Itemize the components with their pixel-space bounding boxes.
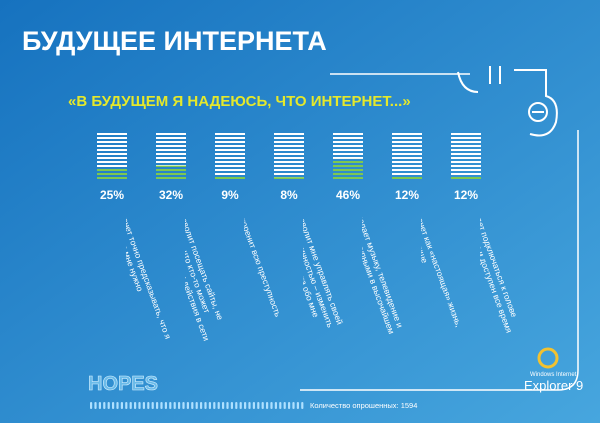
person-icon bbox=[94, 402, 97, 409]
logo-top: Windows Internet bbox=[530, 372, 577, 378]
person-icon bbox=[239, 402, 242, 409]
person-icon bbox=[279, 402, 282, 409]
person-icon bbox=[138, 402, 141, 409]
person-icon bbox=[261, 402, 264, 409]
person-icon bbox=[178, 402, 181, 409]
category-label: Станет точно предсказывать, что я хочу и… bbox=[126, 207, 174, 341]
value-label: 32% bbox=[159, 188, 183, 202]
category-label: Позволит мне управлять своей сетевой лич… bbox=[303, 207, 346, 329]
person-icon bbox=[204, 402, 207, 409]
category-label: Будет подключаться к голове напрямую и д… bbox=[480, 207, 520, 335]
person-icon bbox=[134, 402, 137, 409]
bar bbox=[156, 165, 186, 181]
frame bbox=[300, 73, 579, 391]
person-icon bbox=[296, 402, 299, 409]
logo-bottom: Explorer 9 bbox=[524, 378, 583, 393]
person-icon bbox=[244, 402, 247, 409]
person-icon bbox=[147, 402, 150, 409]
person-icon bbox=[200, 402, 203, 409]
logo-icon bbox=[537, 347, 559, 369]
brand: HOPES bbox=[88, 373, 158, 395]
person-icon bbox=[90, 402, 93, 409]
value-label: 8% bbox=[280, 188, 298, 202]
bar bbox=[392, 175, 422, 181]
people-row bbox=[90, 402, 304, 409]
person-icon bbox=[270, 402, 273, 409]
person-icon bbox=[217, 402, 220, 409]
person-icon bbox=[266, 402, 269, 409]
person-icon bbox=[257, 402, 260, 409]
person-icon bbox=[230, 402, 233, 409]
person-icon bbox=[129, 402, 132, 409]
bar-track bbox=[451, 133, 481, 181]
doodle bbox=[457, 66, 558, 137]
person-icon bbox=[156, 402, 159, 409]
bar bbox=[215, 176, 245, 181]
person-icon bbox=[107, 402, 110, 409]
category-label: Позволит посещать сайты, не опасаясь, чт… bbox=[185, 207, 226, 343]
value-label: 25% bbox=[100, 188, 124, 202]
category-label: Искоренит всю преступность bbox=[244, 207, 284, 319]
bar bbox=[97, 169, 127, 181]
category-label: Станет как «настоящая» жизнь, только луч… bbox=[421, 207, 464, 329]
person-icon bbox=[288, 402, 291, 409]
person-icon bbox=[160, 402, 163, 409]
person-icon bbox=[98, 402, 101, 409]
bar-track bbox=[392, 133, 422, 181]
value-label: 12% bbox=[454, 188, 478, 202]
person-icon bbox=[173, 402, 176, 409]
person-icon bbox=[142, 402, 145, 409]
person-icon bbox=[103, 402, 106, 409]
bar-track bbox=[215, 133, 245, 181]
bar bbox=[274, 177, 304, 181]
person-icon bbox=[222, 402, 225, 409]
person-icon bbox=[182, 402, 185, 409]
bar bbox=[333, 158, 363, 181]
person-icon bbox=[301, 402, 304, 409]
person-icon bbox=[274, 402, 277, 409]
person-icon bbox=[191, 402, 194, 409]
chart-title: БУДУЩЕЕ ИНТЕРНЕТА bbox=[22, 26, 327, 56]
person-icon bbox=[195, 402, 198, 409]
person-icon bbox=[151, 402, 154, 409]
person-icon bbox=[252, 402, 255, 409]
category-label-box: Будет подключаться к голове напрямую и д… bbox=[480, 207, 520, 335]
person-icon bbox=[120, 402, 123, 409]
person-icon bbox=[283, 402, 286, 409]
person-icon bbox=[248, 402, 251, 409]
person-icon bbox=[213, 402, 216, 409]
person-icon bbox=[226, 402, 229, 409]
survey-note: Количество опрошенных: 1594 bbox=[310, 401, 417, 410]
value-label: 12% bbox=[395, 188, 419, 202]
person-icon bbox=[186, 402, 189, 409]
value-label: 9% bbox=[221, 188, 239, 202]
person-icon bbox=[112, 402, 115, 409]
person-icon bbox=[125, 402, 128, 409]
person-icon bbox=[164, 402, 167, 409]
value-label: 46% bbox=[336, 188, 360, 202]
person-icon bbox=[116, 402, 119, 409]
bar bbox=[451, 175, 481, 181]
person-icon bbox=[208, 402, 211, 409]
bar-track bbox=[274, 133, 304, 181]
category-label: Сделает музыку, телевидение и игры досту… bbox=[362, 207, 406, 336]
person-icon bbox=[235, 402, 238, 409]
person-icon bbox=[292, 402, 295, 409]
person-icon bbox=[169, 402, 172, 409]
chart-subtitle: «В БУДУЩЕМ Я НАДЕЮСЬ, ЧТО ИНТЕРНЕТ...» bbox=[68, 93, 411, 110]
